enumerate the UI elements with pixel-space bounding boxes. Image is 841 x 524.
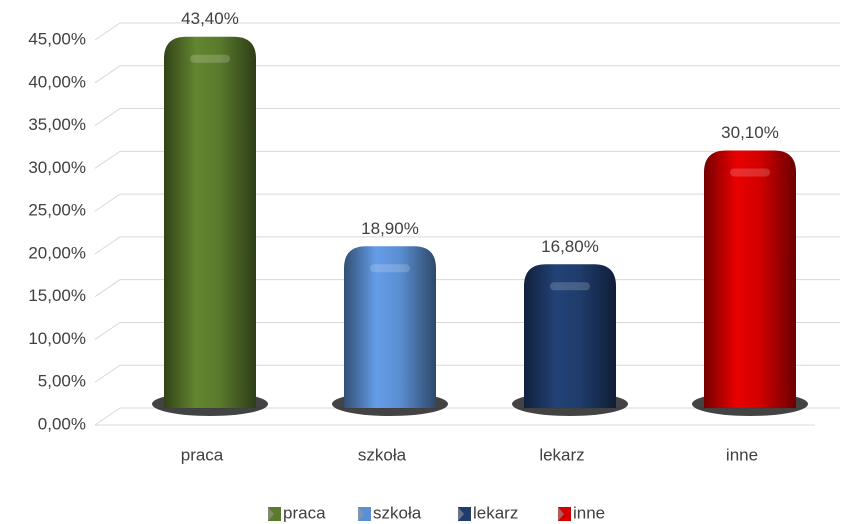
y-tick-label: 0,00% — [38, 414, 86, 433]
grid-line — [94, 108, 840, 126]
legend-swatch — [458, 507, 471, 521]
x-tick-label: praca — [181, 445, 224, 464]
legend-label: inne — [573, 503, 605, 522]
y-tick-label: 10,00% — [28, 329, 86, 348]
legend-swatch — [268, 507, 281, 521]
bar-highlight — [190, 54, 230, 63]
bar — [164, 36, 256, 408]
legend-swatch-edge — [358, 507, 364, 521]
y-tick-label: 40,00% — [28, 72, 86, 91]
value-label: 30,10% — [721, 123, 779, 142]
y-tick-label: 25,00% — [28, 201, 86, 220]
bar — [704, 150, 796, 408]
x-tick-label: lekarz — [539, 445, 584, 464]
value-label: 18,90% — [361, 219, 419, 238]
y-tick-label: 35,00% — [28, 115, 86, 134]
x-tick-label: szkoła — [358, 445, 407, 464]
bar — [524, 264, 616, 408]
legend-swatch — [358, 507, 371, 521]
grid-line — [94, 193, 840, 212]
grid-line — [94, 236, 840, 255]
legend-swatch — [558, 507, 571, 521]
value-label: 16,80% — [541, 237, 599, 256]
y-tick-label: 30,00% — [28, 158, 86, 177]
grid-line — [94, 22, 840, 41]
grid-line — [94, 150, 840, 169]
value-label: 43,40% — [181, 9, 239, 28]
bar-highlight — [370, 264, 410, 273]
y-tick-label: 45,00% — [28, 29, 86, 48]
legend-swatch-edge — [268, 507, 274, 521]
legend-swatch-edge — [458, 507, 464, 521]
legend-swatch-edge — [558, 507, 564, 521]
y-tick-label: 15,00% — [28, 286, 86, 305]
y-tick-label: 5,00% — [38, 372, 86, 391]
bar-highlight — [550, 282, 590, 291]
bar — [344, 246, 436, 408]
grid-line — [94, 65, 840, 84]
legend-label: szkoła — [373, 503, 422, 522]
y-tick-label: 20,00% — [28, 243, 86, 262]
bar-highlight — [730, 168, 770, 177]
x-tick-label: inne — [726, 445, 758, 464]
legend-label: lekarz — [473, 503, 518, 522]
legend-label: praca — [283, 503, 326, 522]
